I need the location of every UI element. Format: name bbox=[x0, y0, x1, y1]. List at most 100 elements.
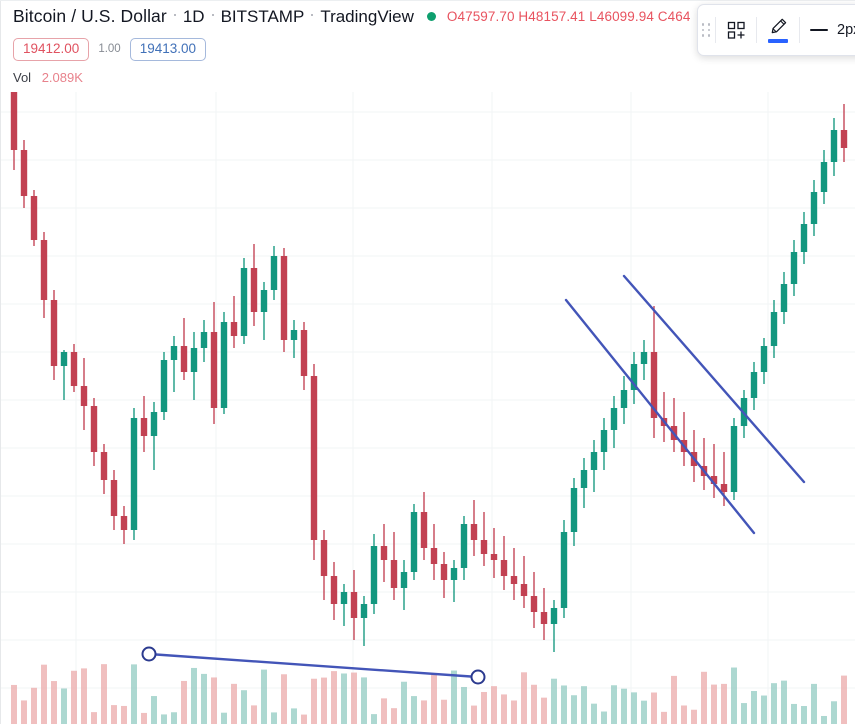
support-trendline[interactable] bbox=[147, 652, 480, 679]
candle-body bbox=[200, 332, 208, 348]
candle-body bbox=[600, 430, 608, 452]
candle-body bbox=[830, 130, 838, 162]
volume-bar bbox=[471, 705, 477, 724]
candle-body bbox=[250, 268, 258, 312]
volume-bar bbox=[371, 714, 377, 724]
chart-top-border bbox=[0, 0, 855, 1]
candle-body bbox=[330, 576, 338, 604]
candle-body bbox=[280, 256, 288, 340]
candle-body bbox=[100, 452, 108, 480]
interval-label[interactable]: 1D bbox=[182, 6, 205, 26]
candle-body bbox=[480, 540, 488, 554]
active-color-swatch[interactable] bbox=[768, 39, 788, 43]
volume-bar bbox=[401, 681, 407, 724]
candle-body bbox=[520, 584, 528, 596]
candle-body bbox=[370, 546, 378, 604]
candle-body bbox=[130, 418, 138, 530]
candle-body bbox=[40, 240, 48, 300]
candle-body bbox=[760, 346, 768, 372]
volume-bar bbox=[201, 673, 207, 724]
drag-dots-icon bbox=[702, 23, 711, 37]
candle-body bbox=[470, 524, 478, 540]
volume-bar bbox=[171, 712, 177, 724]
volume-bar bbox=[431, 674, 437, 724]
volume-bar bbox=[641, 700, 647, 724]
symbol-title[interactable]: Bitcoin / U.S. Dollar bbox=[13, 6, 167, 26]
volume-bar bbox=[211, 677, 217, 724]
line-color-button[interactable] bbox=[757, 5, 799, 55]
volume-series bbox=[11, 664, 847, 724]
volume-bar bbox=[791, 703, 797, 724]
volume-bar bbox=[21, 700, 27, 724]
volume-bar bbox=[51, 681, 57, 724]
volume-bar bbox=[71, 670, 77, 724]
volume-bar bbox=[591, 703, 597, 724]
trendline-handle-end[interactable] bbox=[470, 669, 486, 685]
volume-bar bbox=[801, 706, 807, 724]
candle-body bbox=[580, 470, 588, 488]
volume-bar bbox=[151, 696, 157, 724]
volume-bar bbox=[621, 688, 627, 724]
volume-bar bbox=[631, 692, 637, 724]
volume-bar bbox=[161, 714, 167, 724]
candle-body bbox=[80, 386, 88, 406]
volume-bar bbox=[321, 677, 327, 724]
candle-body bbox=[360, 604, 368, 618]
volume-bar bbox=[91, 712, 97, 724]
volume-bar bbox=[841, 675, 847, 724]
candle-body bbox=[60, 352, 68, 366]
volume-bar bbox=[781, 680, 787, 724]
bid-price-badge[interactable]: 19412.00 bbox=[13, 38, 90, 61]
volume-bar bbox=[661, 711, 667, 724]
volume-bar bbox=[221, 712, 227, 724]
candle-body bbox=[650, 352, 658, 418]
volume-bar bbox=[571, 695, 577, 724]
ask-price-badge[interactable]: 19413.00 bbox=[129, 38, 207, 61]
volume-bar bbox=[601, 711, 607, 724]
exchange-label[interactable]: BITSTAMP bbox=[220, 6, 305, 26]
volume-bar bbox=[361, 677, 367, 724]
volume-bar bbox=[751, 691, 757, 724]
candle-body bbox=[340, 592, 348, 604]
volume-bar bbox=[391, 708, 397, 724]
volume-bar bbox=[61, 688, 67, 724]
chart-canvas[interactable] bbox=[1, 92, 855, 724]
chart-pane[interactable] bbox=[1, 92, 855, 724]
candle-body bbox=[350, 592, 358, 618]
chart-left-border bbox=[0, 0, 1, 724]
add-template-icon bbox=[727, 21, 745, 39]
candle-body bbox=[410, 512, 418, 572]
volume-bar bbox=[341, 673, 347, 724]
volume-bar bbox=[831, 701, 837, 724]
volume-bar bbox=[441, 699, 447, 724]
candle-body bbox=[50, 300, 58, 366]
candle-body bbox=[530, 596, 538, 612]
volume-bar bbox=[281, 674, 287, 724]
toolbar-divider-3 bbox=[799, 17, 800, 43]
drawing-toolbar[interactable]: 2px bbox=[697, 4, 855, 56]
candle-body bbox=[640, 352, 648, 364]
line-width-button[interactable]: 2px bbox=[800, 5, 855, 55]
candle-body bbox=[140, 418, 148, 436]
candle-body bbox=[810, 192, 818, 224]
volume-bar bbox=[511, 700, 517, 724]
volume-bar bbox=[501, 694, 507, 724]
volume-bar bbox=[811, 683, 817, 724]
candle-body bbox=[210, 332, 218, 408]
descending-channel-lower[interactable] bbox=[564, 298, 756, 535]
trendline-handle-start[interactable] bbox=[141, 646, 157, 662]
candle-body bbox=[840, 130, 848, 148]
volume-bar bbox=[381, 698, 387, 724]
volume-bar bbox=[731, 667, 737, 724]
volume-bar bbox=[311, 678, 317, 724]
toolbar-drag-handle[interactable] bbox=[698, 5, 715, 55]
gridlines bbox=[1, 92, 855, 724]
add-template-button[interactable] bbox=[716, 5, 756, 55]
candle-body bbox=[770, 312, 778, 346]
candle-body bbox=[560, 532, 568, 608]
drawings-layer[interactable] bbox=[141, 274, 806, 685]
volume-bar bbox=[551, 678, 557, 724]
line-width-icon bbox=[810, 28, 828, 32]
descending-channel-upper[interactable] bbox=[622, 274, 806, 484]
